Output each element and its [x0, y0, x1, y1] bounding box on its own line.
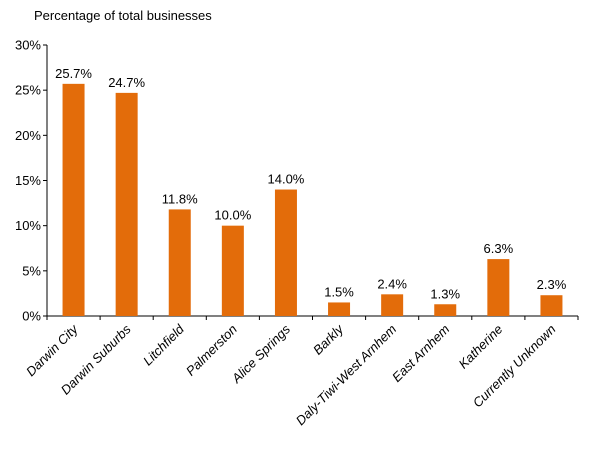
data-labels: 25.7% 24.7% 11.8% 10.0% 14.0% 1.5% 2.4% 1.3% 6.3… [55, 66, 567, 301]
y-tick-label: 15% [15, 173, 41, 188]
bar [487, 259, 510, 316]
bar [274, 189, 297, 316]
x-tick-label: Daly-Tiwi-West Arnhem [293, 321, 400, 428]
y-axis-title: Percentage of total businesses [34, 8, 212, 23]
data-label: 11.8% [162, 191, 198, 206]
x-tick-label: East Arnhem [389, 321, 453, 385]
x-tick-label: Palmerston [183, 322, 240, 379]
y-tick-label: 20% [15, 128, 41, 143]
x-tick-label: Litchfield [140, 321, 187, 368]
data-label: 2.4% [377, 276, 407, 291]
x-tick-label: Katherine [456, 322, 506, 372]
x-tick-label: Darwin City [23, 320, 82, 379]
bar [115, 92, 138, 316]
y-tick-label: 25% [15, 83, 41, 98]
bar [328, 302, 351, 316]
y-tick-label: 10% [15, 218, 41, 233]
data-label: 1.5% [324, 284, 354, 299]
y-tick-label: 0% [22, 309, 41, 324]
x-tick-label: Barkly [310, 320, 347, 357]
y-tick-label: 30% [15, 38, 41, 53]
data-label: 1.3% [430, 286, 460, 301]
data-label: 24.7% [108, 75, 145, 90]
bar [221, 225, 244, 316]
bars [62, 83, 563, 317]
data-label: 25.7% [55, 66, 92, 81]
y-tick-label: 5% [22, 263, 41, 278]
data-label: 2.3% [537, 277, 567, 292]
bar [434, 304, 457, 316]
bar [168, 209, 191, 316]
bar [381, 294, 404, 316]
data-label: 14.0% [268, 172, 305, 187]
data-label: 10.0% [214, 208, 251, 223]
data-label: 6.3% [484, 241, 514, 256]
bar [62, 83, 85, 317]
y-tick-labels: 0% 5% 10% 15% 20% 25% 30% [15, 38, 41, 324]
bar [540, 295, 563, 316]
